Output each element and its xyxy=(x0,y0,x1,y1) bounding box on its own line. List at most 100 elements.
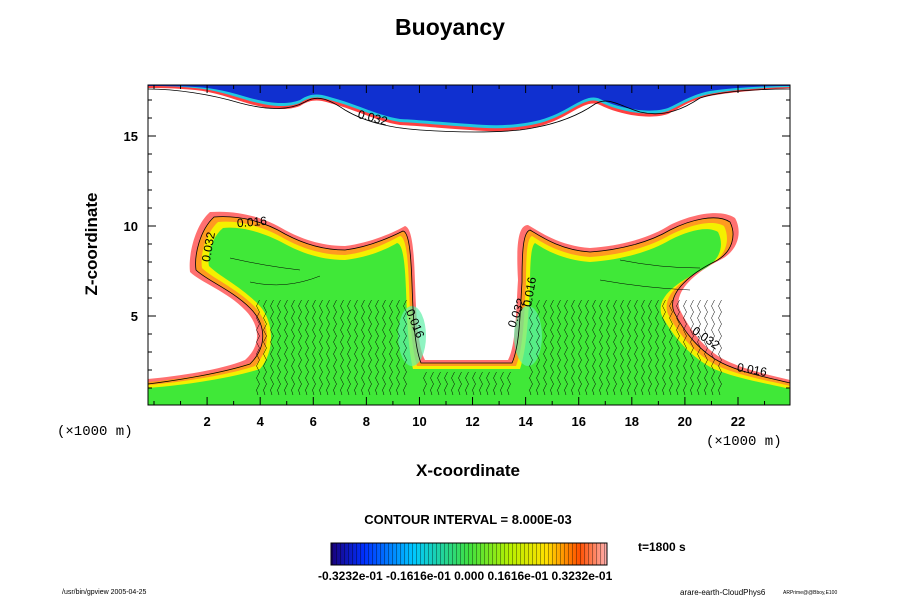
x-tick-label: 16 xyxy=(571,414,585,429)
interior-contour-line xyxy=(620,299,624,396)
x-axis-ticks xyxy=(153,85,766,405)
interior-contour-line xyxy=(479,371,483,396)
interior-contour-line xyxy=(382,299,386,396)
interior-contour-line xyxy=(437,371,441,396)
y-axis-label: Z-coordinate xyxy=(82,192,101,296)
interior-contour-line xyxy=(444,371,448,396)
interior-contour-line xyxy=(683,299,687,396)
interior-contour-line xyxy=(571,299,575,396)
interior-contour-line xyxy=(507,371,511,396)
interior-contour-line xyxy=(451,371,455,396)
interior-contour-line xyxy=(326,299,330,396)
x-axis-label: X-coordinate xyxy=(416,461,520,480)
interior-contour-line xyxy=(312,299,316,396)
interior-contour-line xyxy=(458,371,462,396)
top-boundary-blue xyxy=(148,85,790,126)
footer-run-detail: ARPrime@@Bboy,E100 xyxy=(783,590,838,596)
interior-contour-line xyxy=(347,299,351,396)
interior-contour-line xyxy=(340,299,344,396)
interior-contour-line xyxy=(249,275,321,286)
interior-contour-line xyxy=(676,299,680,396)
interior-contour-line xyxy=(606,299,610,396)
interior-contour-line xyxy=(613,299,617,396)
x-tick-label: 18 xyxy=(625,414,639,429)
y-axis-tick-labels: 5 10 15 xyxy=(124,129,138,324)
interior-contour-line xyxy=(543,299,547,396)
interior-contour-line xyxy=(368,299,372,396)
contour-label: 0.016 xyxy=(736,360,768,379)
y-tick-label: 15 xyxy=(124,129,138,144)
interior-contour-line xyxy=(430,371,434,396)
x-tick-label: 14 xyxy=(518,414,533,429)
interior-contour-line xyxy=(599,299,603,396)
interior-contour-line xyxy=(284,299,288,396)
contour-label: 0.032 xyxy=(199,231,218,263)
time-label: t=1800 s xyxy=(638,540,686,554)
interior-contour-line xyxy=(403,299,407,396)
x-tick-label: 4 xyxy=(257,414,265,429)
interior-contour-line xyxy=(662,299,666,396)
interior-contour-line xyxy=(599,279,691,291)
colorbar-tick-labels: -0.3232e-01 -0.1616e-01 0.000 0.1616e-01… xyxy=(318,569,613,583)
interior-contour-line xyxy=(298,299,302,396)
interior-contour-line xyxy=(375,299,379,396)
contour-label: 0.016 xyxy=(236,214,267,231)
interior-contour-line xyxy=(690,299,694,396)
interior-contour-line xyxy=(585,299,589,396)
interior-contour-line xyxy=(704,299,708,396)
interior-contour-line xyxy=(263,299,267,396)
colorbar-stripes xyxy=(331,543,607,565)
x-unit-label-left: (×1000 m) xyxy=(57,424,133,440)
contour-label: 0.016 xyxy=(520,276,539,308)
interior-contour-line xyxy=(550,299,554,396)
y-tick-label: 10 xyxy=(124,219,138,234)
x-tick-label: 6 xyxy=(310,414,317,429)
interior-contour-line xyxy=(291,299,295,396)
x-tick-label: 8 xyxy=(363,414,370,429)
interior-contour-line xyxy=(423,371,427,396)
x-unit-label-right: (×1000 m) xyxy=(706,434,782,450)
x-axis-tick-labels: 2 4 6 8 10 12 14 16 18 20 22 xyxy=(203,414,745,429)
interior-contour-line xyxy=(493,371,497,396)
chart-title: Buoyancy xyxy=(395,14,505,40)
interior-contour-line xyxy=(536,299,540,396)
interior-contour-line xyxy=(669,299,673,396)
interior-contour-line xyxy=(557,299,561,396)
interior-contour-line xyxy=(354,299,358,396)
colorbar-frame xyxy=(330,542,608,566)
x-tick-label: 2 xyxy=(203,414,210,429)
interior-contour-line xyxy=(592,299,596,396)
top-boundary-line xyxy=(148,88,790,133)
interior-contour-line xyxy=(277,299,281,396)
interior-contour-line xyxy=(472,371,476,396)
interior-contour-line xyxy=(361,299,365,396)
interior-contour-line xyxy=(486,371,490,396)
interior-contour-line xyxy=(578,299,582,396)
x-tick-label: 12 xyxy=(465,414,479,429)
cloud-layer-green xyxy=(148,227,790,405)
interior-contour-line xyxy=(619,259,701,269)
interior-contours xyxy=(229,257,722,396)
footer-run-name: arare-earth-CloudPhys6 xyxy=(680,588,766,597)
interior-contour-line xyxy=(396,299,400,396)
interior-contour-line xyxy=(333,299,337,396)
y-axis-ticks xyxy=(148,99,790,389)
interior-contour-line xyxy=(319,299,323,396)
interior-contour-line xyxy=(500,371,504,396)
interior-contour-line xyxy=(305,299,309,396)
x-tick-label: 22 xyxy=(731,414,745,429)
interior-contour-line xyxy=(389,299,393,396)
interior-contour-line xyxy=(229,257,301,271)
interior-contour-line xyxy=(718,299,722,396)
y-tick-label: 5 xyxy=(131,309,138,324)
interior-contour-line xyxy=(564,299,568,396)
interior-contour-line xyxy=(648,299,652,396)
contour-interval-label: CONTOUR INTERVAL = 8.000E-03 xyxy=(364,512,572,527)
interior-contour-line xyxy=(655,299,659,396)
interior-contour-line xyxy=(711,299,715,396)
interior-contour-line xyxy=(641,299,645,396)
interior-contour-line xyxy=(634,299,638,396)
interior-contour-line xyxy=(627,299,631,396)
